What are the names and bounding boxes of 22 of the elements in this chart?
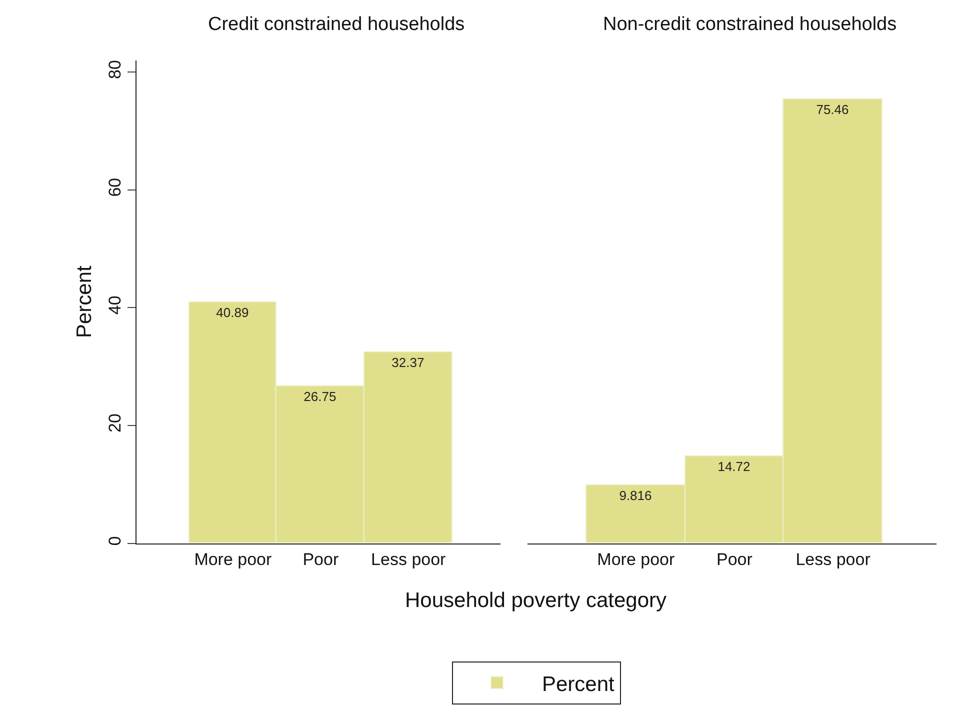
x-tick-label: Less poor xyxy=(796,550,871,569)
x-tick-label: Poor xyxy=(716,550,753,569)
y-tick-label: 0 xyxy=(106,536,125,546)
y-tick-label: 40 xyxy=(106,296,125,315)
x-tick-label: More poor xyxy=(597,550,675,569)
legend-label: Percent xyxy=(542,672,615,696)
x-axis-title: Household poverty category xyxy=(405,589,667,612)
data-label: 75.46 xyxy=(816,102,849,117)
data-label: 14.72 xyxy=(718,458,750,474)
y-tick-label: 60 xyxy=(106,178,125,197)
data-label: 9.816 xyxy=(619,488,652,503)
y-tick-label: 20 xyxy=(106,414,125,432)
data-label: 26.75 xyxy=(304,388,336,404)
chart-title: Non-credit constrained households xyxy=(603,14,897,35)
x-tick-label: More poor xyxy=(194,550,272,569)
chart-title: Credit constrained households xyxy=(208,14,465,35)
y-tick-label: 80 xyxy=(106,60,125,79)
y-axis-title: Percent xyxy=(72,265,96,338)
x-tick-label: Poor xyxy=(302,550,339,569)
data-label: 32.37 xyxy=(392,354,424,370)
data-label: 40.89 xyxy=(216,304,249,320)
x-tick-label: Less poor xyxy=(371,550,446,569)
